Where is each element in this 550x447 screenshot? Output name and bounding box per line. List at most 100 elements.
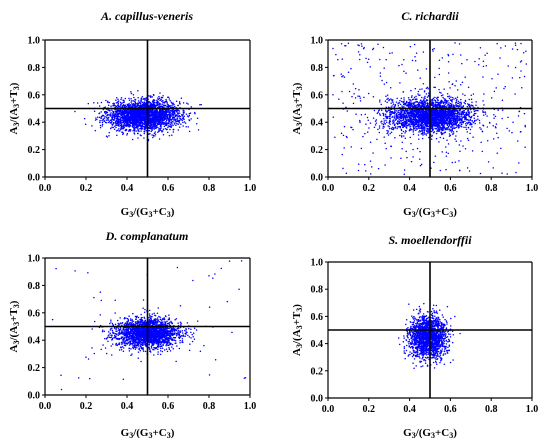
data-point: [394, 123, 396, 126]
data-point: [421, 125, 423, 127]
data-point: [158, 97, 161, 100]
data-point: [390, 157, 392, 159]
data-point: [344, 45, 346, 47]
data-point: [128, 116, 130, 119]
data-point: [390, 131, 393, 134]
data-point: [106, 136, 109, 138]
data-point: [456, 130, 458, 133]
data-point: [514, 42, 517, 44]
data-point: [87, 102, 90, 105]
data-point: [397, 104, 400, 107]
data-point: [471, 120, 474, 122]
data-point: [134, 123, 137, 126]
data-point: [472, 136, 474, 138]
data-point: [161, 122, 163, 124]
data-point: [514, 44, 517, 46]
data-point: [116, 124, 118, 126]
data-point: [425, 93, 428, 95]
data-point: [398, 118, 400, 121]
data-point: [157, 98, 160, 101]
data-point: [164, 100, 166, 103]
data-point: [441, 133, 443, 136]
data-point: [131, 125, 134, 128]
data-point: [152, 135, 155, 137]
data-point: [166, 117, 169, 120]
data-point: [455, 140, 458, 142]
data-point: [459, 150, 461, 152]
data-point: [120, 128, 122, 130]
data-point: [357, 163, 360, 165]
data-point: [486, 140, 489, 142]
data-point: [461, 62, 463, 65]
data-point: [398, 64, 400, 67]
data-point: [176, 115, 178, 117]
data-point: [130, 114, 133, 117]
data-point: [464, 123, 467, 125]
data-point: [99, 121, 101, 124]
data-point: [445, 155, 448, 157]
data-point: [110, 112, 112, 114]
data-point: [160, 110, 162, 113]
data-point: [378, 127, 381, 129]
data-point: [361, 45, 363, 47]
data-point: [454, 161, 457, 163]
data-point: [366, 131, 369, 133]
data-point: [177, 113, 179, 115]
data-point: [506, 127, 508, 130]
data-point: [167, 103, 169, 106]
data-point: [415, 129, 417, 132]
data-point: [446, 139, 448, 142]
data-point: [442, 96, 444, 99]
data-point: [148, 114, 150, 116]
data-point: [180, 97, 183, 99]
data-point: [177, 119, 179, 122]
data-point: [171, 113, 173, 115]
data-point: [477, 115, 479, 118]
data-point: [425, 133, 427, 135]
data-point: [462, 145, 464, 147]
data-point: [132, 114, 135, 116]
data-point: [347, 42, 350, 44]
data-point: [156, 99, 158, 101]
data-point: [164, 104, 167, 107]
data-point: [114, 125, 116, 127]
data-point: [97, 116, 99, 119]
data-point: [417, 69, 419, 71]
data-point: [190, 106, 193, 108]
data-point: [472, 106, 474, 108]
data-point: [362, 135, 364, 138]
data-point: [460, 98, 462, 101]
data-point: [401, 105, 403, 107]
data-point: [128, 99, 131, 101]
data-point: [482, 65, 485, 68]
data-point: [158, 113, 160, 115]
data-point: [468, 121, 470, 124]
data-point: [430, 138, 433, 140]
data-point: [132, 100, 135, 102]
data-point: [168, 98, 171, 100]
data-point: [156, 112, 159, 114]
data-point: [439, 126, 442, 129]
data-point: [395, 101, 398, 103]
data-point: [468, 98, 471, 101]
data-point: [480, 141, 482, 144]
data-point: [462, 93, 464, 95]
data-point: [158, 123, 161, 125]
data-point: [128, 119, 131, 122]
data-point: [460, 54, 462, 56]
data-point: [145, 97, 147, 99]
data-point: [153, 101, 156, 104]
data-point: [137, 90, 139, 92]
data-point: [125, 112, 128, 114]
data-point: [406, 156, 408, 159]
data-point: [177, 123, 180, 126]
data-point: [473, 120, 476, 123]
data-point: [360, 113, 363, 116]
data-point: [156, 115, 159, 118]
data-point: [138, 116, 141, 119]
data-point: [144, 102, 147, 105]
data-point: [456, 96, 459, 98]
data-point: [161, 117, 163, 119]
data-point: [460, 105, 462, 107]
data-point: [153, 117, 156, 119]
